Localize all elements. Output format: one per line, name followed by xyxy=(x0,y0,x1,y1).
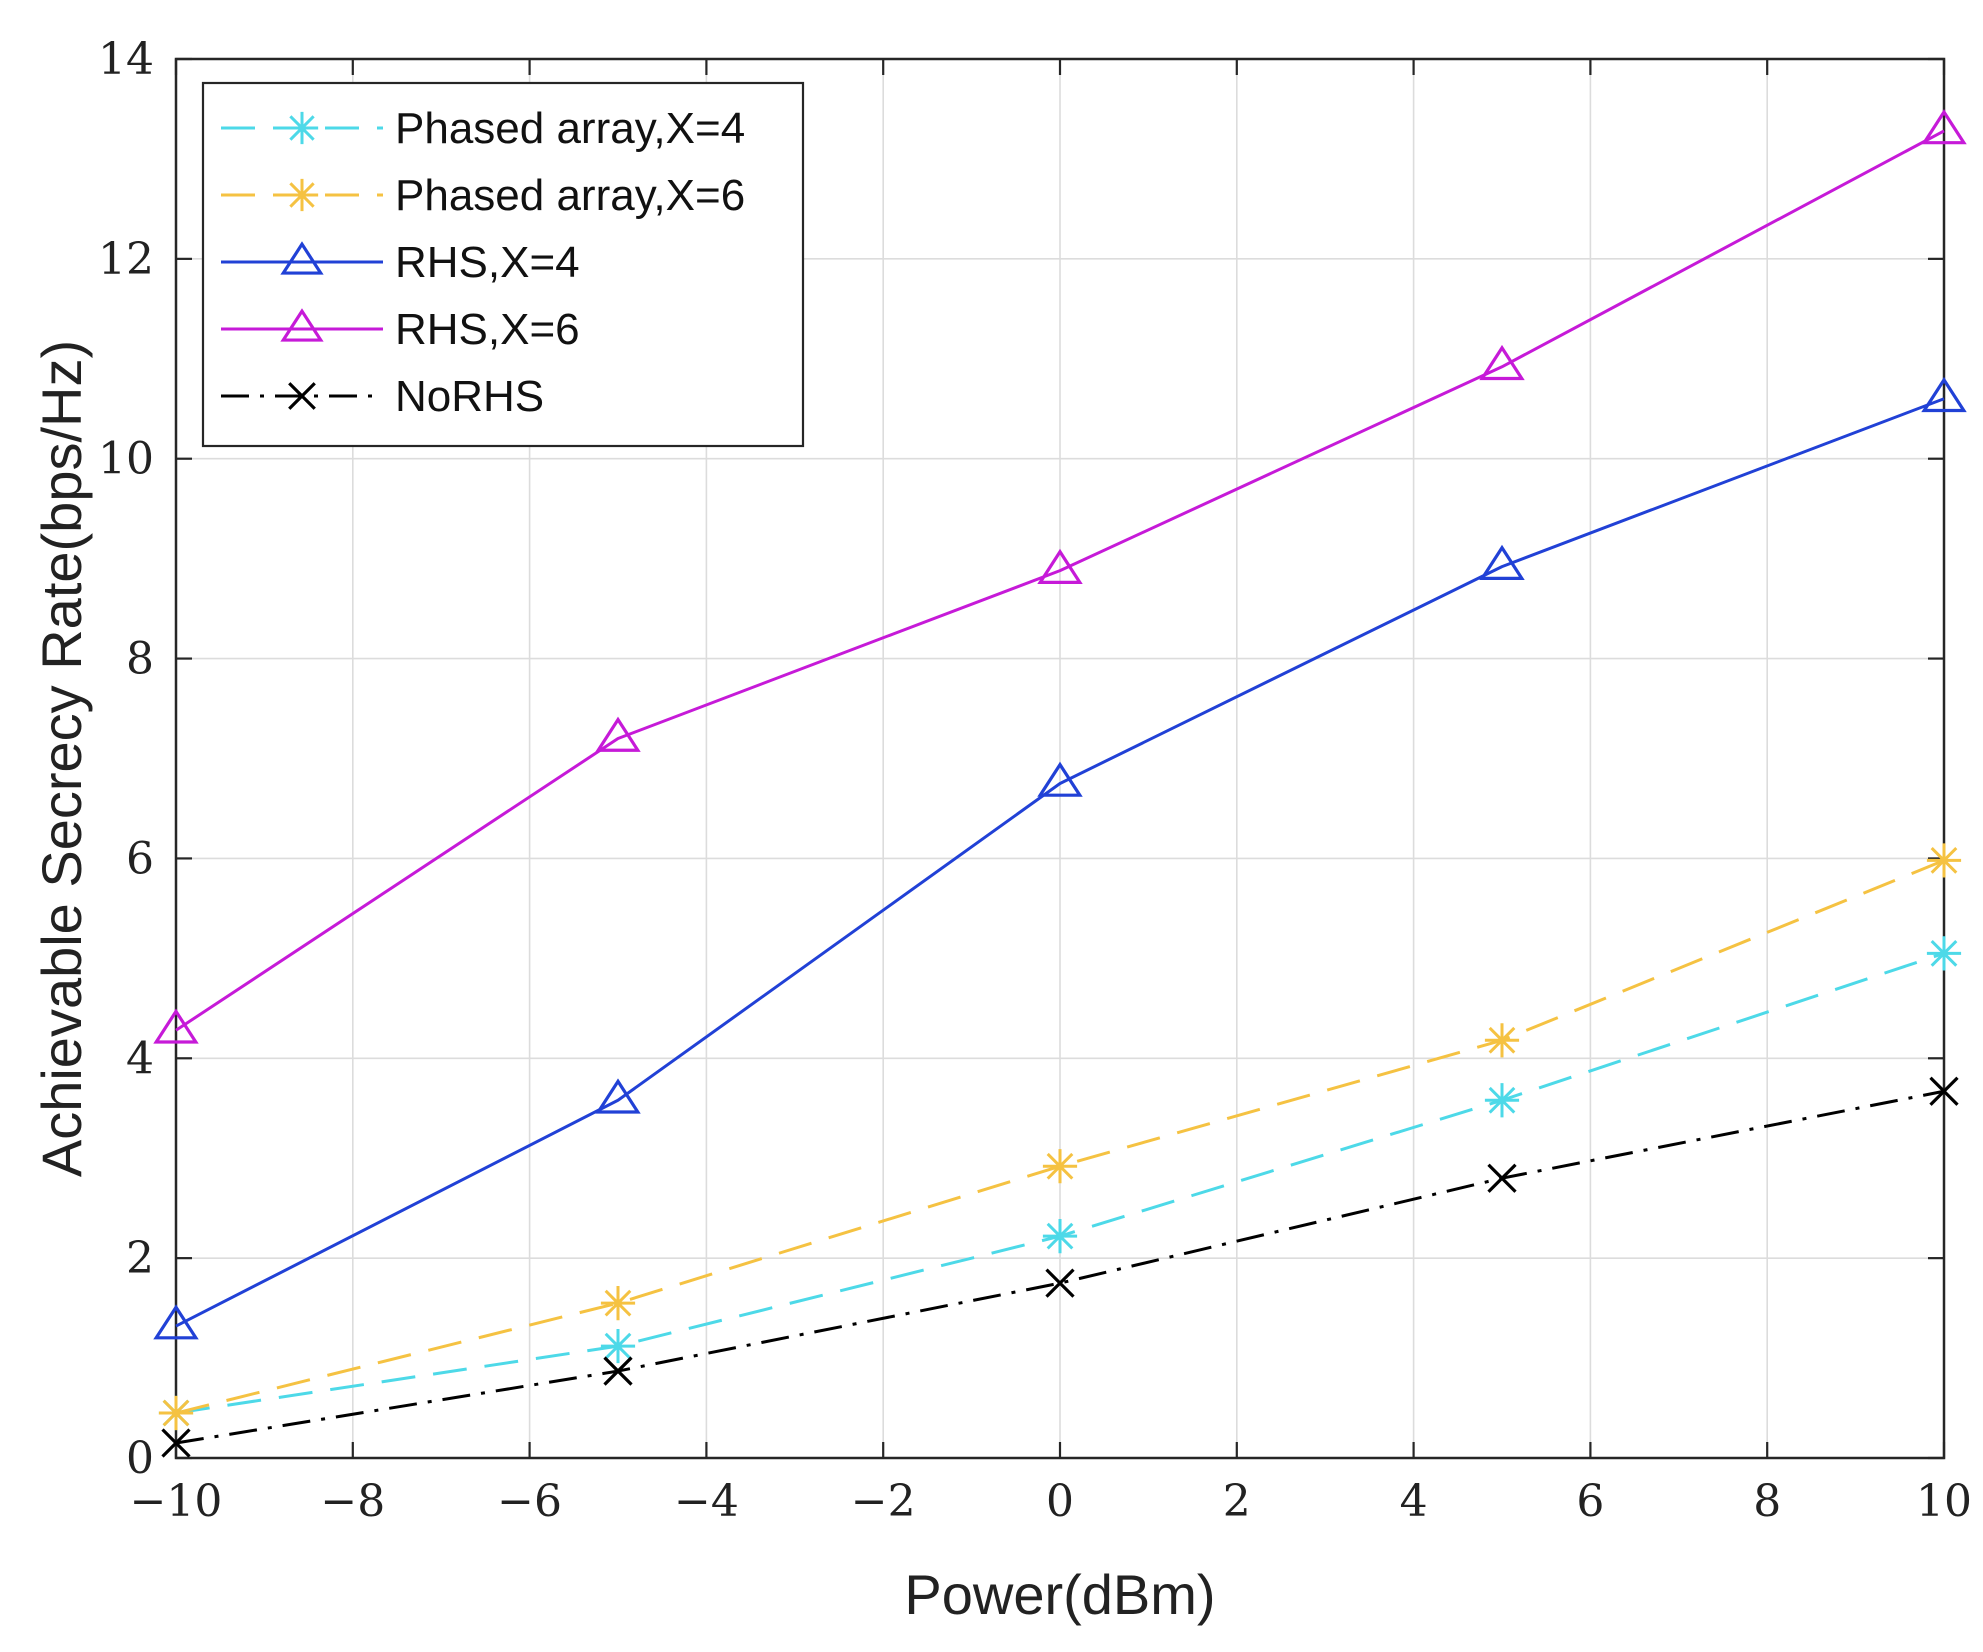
series-line-rhs-x-6 xyxy=(175,129,1945,1032)
legend-marker-norhs xyxy=(288,382,316,410)
y-tick-label: 8 xyxy=(126,634,154,685)
x-tick-label: 8 xyxy=(1753,1476,1781,1527)
data-point-phased-array-x-4 xyxy=(1484,1083,1520,1118)
data-point-rhs-x-4 xyxy=(595,1078,641,1114)
legend-label-phased-array-x-4: Phased array,X=4 xyxy=(395,104,745,153)
data-point-rhs-x-6 xyxy=(1037,548,1083,584)
data-point-phased-array-x-4 xyxy=(1042,1219,1078,1254)
x-tick-label: −6 xyxy=(497,1476,562,1527)
x-tick-label: 0 xyxy=(1046,1476,1074,1527)
y-tick-label: 14 xyxy=(98,34,154,85)
x-tick-label: −8 xyxy=(320,1476,385,1527)
legend-marker-rhs-x-6 xyxy=(280,308,324,342)
series-line-rhs-x-4 xyxy=(175,397,1945,1328)
axis-ticks: −10 −8 −6 −4 −2 0 2 4 6 8 10 0 2 4 6 8 10 12 14 xyxy=(98,34,1972,1527)
data-point-phased-array-x-6 xyxy=(600,1286,636,1321)
y-tick-label: 0 xyxy=(126,1433,154,1484)
data-point-rhs-x-4 xyxy=(1037,761,1083,797)
data-point-rhs-x-4 xyxy=(153,1304,199,1340)
data-point-rhs-x-6 xyxy=(153,1008,199,1044)
data-point-norhs xyxy=(603,1356,633,1386)
legend-label-rhs-x-6: RHS,X=6 xyxy=(395,305,580,354)
data-point-phased-array-x-4 xyxy=(1926,936,1962,971)
data-point-phased-array-x-4 xyxy=(600,1328,636,1364)
legend-marker-rhs-x-4 xyxy=(280,241,324,275)
markers-group xyxy=(153,109,1967,1458)
data-point-rhs-x-6 xyxy=(1479,344,1525,381)
data-point-phased-array-x-6 xyxy=(158,1395,194,1431)
y-tick-label: 12 xyxy=(98,234,154,285)
data-point-rhs-x-6 xyxy=(595,716,641,752)
x-tick-label: 6 xyxy=(1576,1476,1604,1527)
x-tick-label: 4 xyxy=(1400,1476,1428,1527)
y-tick-label: 4 xyxy=(126,1033,154,1084)
x-tick-label: 10 xyxy=(1916,1476,1972,1527)
legend: Phased array,X=4 Phased array,X=6 RHS,X=4 R… xyxy=(201,81,805,448)
data-point-rhs-x-6 xyxy=(1921,109,1967,145)
y-tick-label: 6 xyxy=(126,833,154,884)
legend-marker-phased-array-x-4 xyxy=(285,111,319,145)
x-tick-label: −10 xyxy=(130,1476,223,1527)
data-point-rhs-x-4 xyxy=(1479,544,1525,580)
y-tick-label: 2 xyxy=(126,1233,154,1284)
data-point-norhs xyxy=(1045,1268,1075,1298)
legend-label-phased-array-x-6: Phased array,X=6 xyxy=(395,171,745,220)
x-tick-label: −2 xyxy=(851,1476,916,1527)
legend-label-rhs-x-4: RHS,X=4 xyxy=(395,238,580,287)
legend-marker-phased-array-x-6 xyxy=(285,178,319,212)
data-point-phased-array-x-6 xyxy=(1926,843,1962,878)
data-point-norhs xyxy=(1929,1076,1959,1106)
x-tick-label: 2 xyxy=(1223,1476,1251,1527)
legend-label-norhs: NoRHS xyxy=(395,372,544,421)
x-tick-label: −4 xyxy=(674,1476,739,1527)
data-point-phased-array-x-6 xyxy=(1484,1023,1520,1058)
x-axis-label: Power(dBm) xyxy=(904,1563,1215,1626)
y-axis-label: Achievable Secrecy Rate(bps/Hz) xyxy=(30,340,93,1177)
series-line-phased-array-x-6 xyxy=(175,859,1945,1415)
data-point-rhs-x-4 xyxy=(1921,376,1967,413)
y-tick-label: 10 xyxy=(98,434,154,485)
data-point-norhs xyxy=(161,1428,191,1458)
data-point-phased-array-x-6 xyxy=(1042,1149,1078,1184)
data-point-norhs xyxy=(1487,1163,1517,1193)
